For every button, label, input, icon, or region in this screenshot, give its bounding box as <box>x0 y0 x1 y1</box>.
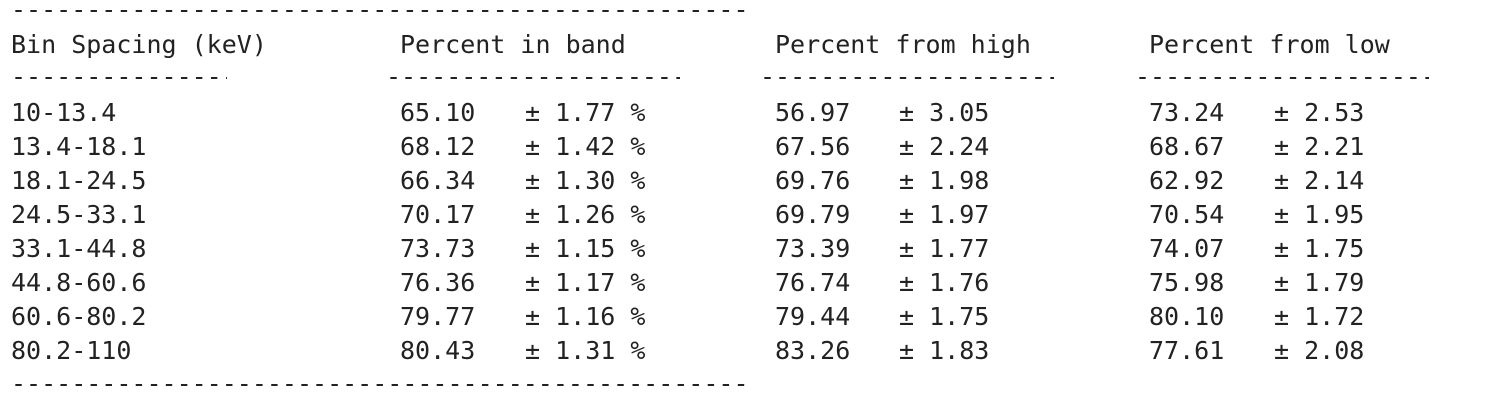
cell-bin-spacing: 24.5-33.1 <box>11 200 147 229</box>
cell-percent-in-band: 65.10 <box>400 98 476 127</box>
cell-percent-from-low-error: ± 2.53 <box>1274 98 1365 127</box>
cell-percent-in-band: 73.73 <box>400 234 476 263</box>
cell-percent-from-high: 67.56 <box>775 132 851 161</box>
cell-percent-from-high-error: ± 1.83 <box>899 336 990 365</box>
header-percent-in-band: Percent in band <box>400 30 626 59</box>
cell-percent-from-low: 77.61 <box>1149 336 1225 365</box>
cell-percent-in-band-error: ± 1.26 % <box>525 200 646 229</box>
cell-percent-from-high: 76.74 <box>775 268 851 297</box>
cell-percent-from-low: 70.54 <box>1149 200 1225 229</box>
cell-percent-in-band-error: ± 1.31 % <box>525 336 646 365</box>
cell-percent-from-high: 69.79 <box>775 200 851 229</box>
cell-percent-from-high: 56.97 <box>775 98 851 127</box>
cell-percent-from-low: 80.10 <box>1149 302 1225 331</box>
cell-percent-in-band-error: ± 1.16 % <box>525 302 646 331</box>
cell-percent-in-band-error: ± 1.15 % <box>525 234 646 263</box>
cell-percent-in-band-error: ± 1.17 % <box>525 268 646 297</box>
cell-percent-from-high: 73.39 <box>775 234 851 263</box>
cell-percent-from-low: 62.92 <box>1149 166 1225 195</box>
cell-percent-from-low-error: ± 1.75 <box>1274 234 1365 263</box>
cell-bin-spacing: 18.1-24.5 <box>11 166 147 195</box>
cell-percent-from-low-error: ± 2.08 <box>1274 336 1365 365</box>
header-bin-spacing: Bin Spacing (keV) <box>11 30 267 59</box>
cell-percent-from-low: 68.67 <box>1149 132 1225 161</box>
cell-bin-spacing: 80.2-110 <box>11 336 132 365</box>
cell-percent-from-high-error: ± 1.97 <box>899 200 990 229</box>
cell-bin-spacing: 44.8-60.6 <box>11 268 147 297</box>
cell-percent-from-high: 69.76 <box>775 166 851 195</box>
cell-percent-in-band-error: ± 1.77 % <box>525 98 646 127</box>
cell-percent-in-band: 76.36 <box>400 268 476 297</box>
cell-percent-from-low: 73.24 <box>1149 98 1225 127</box>
header-underline-high: --------------------- <box>760 67 1054 87</box>
cell-percent-from-low: 74.07 <box>1149 234 1225 263</box>
header-underline-low: --------------------- <box>1135 67 1429 87</box>
cell-percent-from-low: 75.98 <box>1149 268 1225 297</box>
cell-percent-in-band: 80.43 <box>400 336 476 365</box>
top-rule: ----------------------------------------… <box>11 0 749 20</box>
header-underline-bin: --------------- <box>11 67 227 87</box>
cell-percent-in-band-error: ± 1.30 % <box>525 166 646 195</box>
cell-percent-in-band: 79.77 <box>400 302 476 331</box>
cell-percent-from-high-error: ± 1.75 <box>899 302 990 331</box>
cell-percent-in-band: 70.17 <box>400 200 476 229</box>
cell-percent-from-high: 79.44 <box>775 302 851 331</box>
cell-percent-from-high: 83.26 <box>775 336 851 365</box>
header-percent-from-high: Percent from high <box>775 30 1031 59</box>
header-underline-band: --------------------- <box>386 67 680 87</box>
cell-percent-from-low-error: ± 2.14 <box>1274 166 1365 195</box>
cell-percent-in-band: 66.34 <box>400 166 476 195</box>
cell-percent-from-low-error: ± 1.72 <box>1274 302 1365 331</box>
cell-percent-from-high-error: ± 1.98 <box>899 166 990 195</box>
cell-percent-from-high-error: ± 2.24 <box>899 132 990 161</box>
cell-percent-from-high-error: ± 3.05 <box>899 98 990 127</box>
cell-bin-spacing: 13.4-18.1 <box>11 132 147 161</box>
cell-percent-from-low-error: ± 1.79 <box>1274 268 1365 297</box>
cell-percent-in-band: 68.12 <box>400 132 476 161</box>
cell-bin-spacing: 10-13.4 <box>11 98 117 127</box>
cell-percent-from-high-error: ± 1.76 <box>899 268 990 297</box>
header-percent-from-low: Percent from low <box>1149 30 1390 59</box>
cell-bin-spacing: 33.1-44.8 <box>11 234 147 263</box>
cell-percent-from-low-error: ± 2.21 <box>1274 132 1365 161</box>
bottom-rule: ----------------------------------------… <box>11 374 749 394</box>
cell-percent-in-band-error: ± 1.42 % <box>525 132 646 161</box>
cell-bin-spacing: 60.6-80.2 <box>11 302 147 331</box>
cell-percent-from-low-error: ± 1.95 <box>1274 200 1365 229</box>
cell-percent-from-high-error: ± 1.77 <box>899 234 990 263</box>
